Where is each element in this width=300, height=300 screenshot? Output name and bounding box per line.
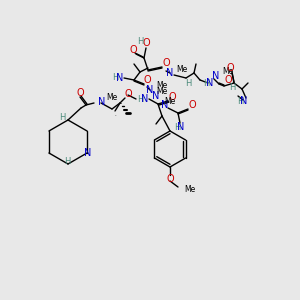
Text: H: H bbox=[237, 97, 243, 106]
Text: H: H bbox=[203, 79, 209, 88]
Text: N: N bbox=[161, 100, 169, 110]
Text: N: N bbox=[84, 148, 92, 158]
Text: O: O bbox=[168, 92, 176, 102]
Text: O: O bbox=[124, 89, 132, 99]
Text: Me: Me bbox=[184, 184, 195, 194]
Text: H: H bbox=[112, 74, 118, 82]
Text: N: N bbox=[152, 91, 160, 101]
Text: N: N bbox=[146, 85, 154, 95]
Text: N: N bbox=[98, 97, 105, 107]
Text: N: N bbox=[212, 71, 220, 81]
Text: N: N bbox=[206, 78, 214, 88]
Text: N: N bbox=[177, 122, 185, 132]
Text: H: H bbox=[59, 112, 65, 122]
Text: ·: · bbox=[114, 113, 116, 119]
Text: O: O bbox=[76, 88, 84, 98]
Text: N: N bbox=[141, 94, 149, 104]
Text: Me: Me bbox=[164, 97, 175, 106]
Text: H: H bbox=[137, 94, 143, 103]
Text: O: O bbox=[224, 75, 232, 85]
Text: O: O bbox=[142, 38, 150, 48]
Text: H: H bbox=[185, 79, 191, 88]
Text: N: N bbox=[166, 68, 174, 78]
Text: H: H bbox=[137, 38, 143, 46]
Text: H: H bbox=[64, 158, 70, 166]
Text: O: O bbox=[188, 100, 196, 110]
Text: N: N bbox=[240, 96, 248, 106]
Text: H: H bbox=[174, 122, 180, 131]
Text: Me: Me bbox=[222, 68, 233, 76]
Text: Me: Me bbox=[156, 88, 168, 97]
Text: O: O bbox=[226, 63, 234, 73]
Text: Me: Me bbox=[176, 65, 187, 74]
Text: O: O bbox=[166, 174, 174, 184]
Text: H: H bbox=[229, 83, 235, 92]
Text: Me: Me bbox=[156, 82, 167, 91]
Text: N: N bbox=[116, 73, 124, 83]
Text: O: O bbox=[129, 45, 137, 55]
Text: Me: Me bbox=[106, 94, 117, 103]
Text: O: O bbox=[162, 58, 170, 68]
Text: O: O bbox=[143, 75, 151, 85]
